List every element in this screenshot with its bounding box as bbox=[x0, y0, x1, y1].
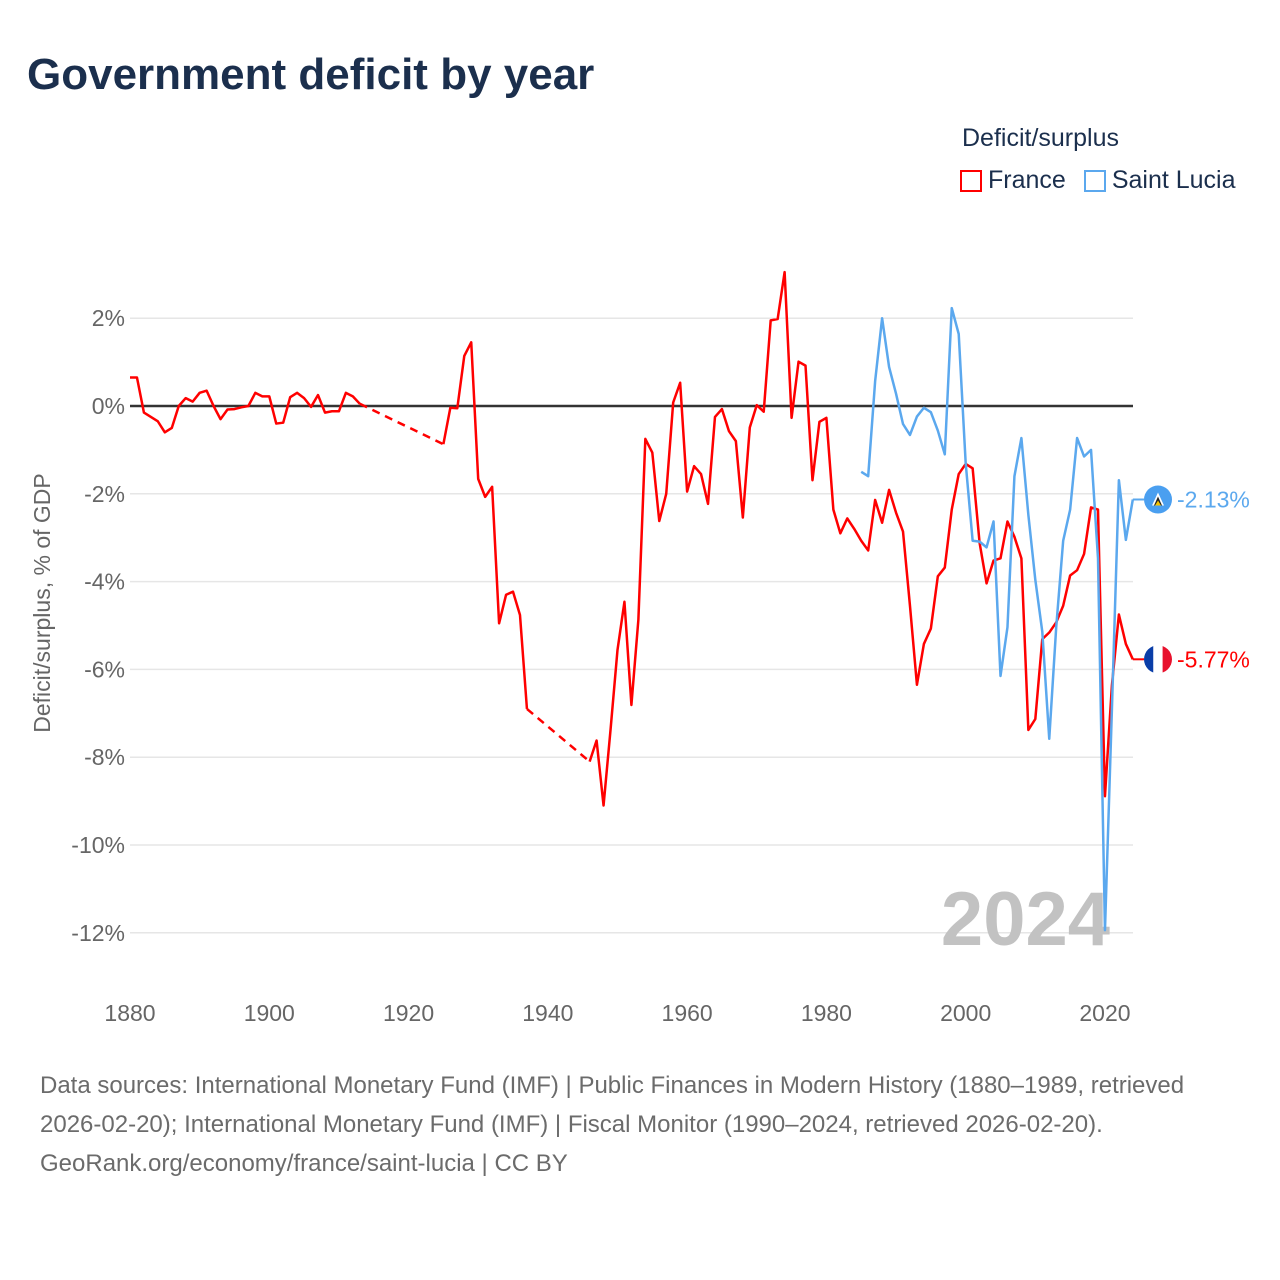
end-label-saint-lucia: -2.13% bbox=[1177, 487, 1250, 513]
y-tick-label: -2% bbox=[84, 481, 125, 507]
series-gap-france bbox=[359, 402, 444, 446]
y-tick-label: 2% bbox=[92, 305, 125, 331]
flag-triangle-gold bbox=[1155, 500, 1161, 506]
legend-label-france: France bbox=[988, 166, 1066, 194]
footer: Data sources: International Monetary Fun… bbox=[40, 1066, 1250, 1183]
x-tick-label: 1980 bbox=[801, 1000, 852, 1026]
x-tick-label: 1880 bbox=[104, 1000, 155, 1026]
legend-title: Deficit/surplus bbox=[962, 124, 1119, 152]
end-label-france: -5.77% bbox=[1177, 646, 1250, 672]
legend-swatch-france bbox=[960, 169, 982, 192]
year-watermark: 2024 bbox=[941, 877, 1110, 962]
legend-item-saint-lucia[interactable]: Saint Lucia bbox=[1083, 166, 1236, 195]
x-tick-label: 2020 bbox=[1079, 1000, 1130, 1026]
plot-area: -12% -10% -8% -6% -4% -2% 0% 2% 1880 1900 1920 1940… bbox=[29, 270, 1250, 1026]
y-tick-label: 0% bbox=[92, 393, 125, 419]
legend-swatch-saint-lucia bbox=[1083, 169, 1106, 192]
x-tick-label: 1900 bbox=[244, 1000, 295, 1026]
series-line-saint-lucia bbox=[860, 306, 1135, 932]
y-tick-label: -6% bbox=[84, 656, 125, 682]
x-tick-label: 2000 bbox=[940, 1000, 991, 1026]
data-sources: Data sources: International Monetary Fun… bbox=[40, 1072, 1185, 1138]
saint-lucia-flag-icon bbox=[1144, 485, 1172, 514]
credit-link[interactable]: GeoRank.org/economy/france/saint-lucia |… bbox=[40, 1150, 568, 1177]
legend: France Saint Lucia bbox=[960, 166, 1236, 195]
legend-item-france[interactable]: France bbox=[960, 166, 1066, 195]
x-tick-label: 1960 bbox=[662, 1000, 713, 1026]
x-tick-label: 1920 bbox=[383, 1000, 434, 1026]
flag-stripe bbox=[1144, 645, 1154, 674]
series-gap-france bbox=[526, 707, 591, 763]
series-line-france bbox=[588, 270, 1134, 807]
y-tick-label: -10% bbox=[71, 832, 125, 858]
page-title: Government deficit by year bbox=[27, 50, 595, 99]
y-axis-label: Deficit/surplus, % of GDP bbox=[29, 473, 55, 732]
legend-label-saint-lucia: Saint Lucia bbox=[1111, 166, 1236, 194]
series-line-france bbox=[130, 376, 361, 434]
y-tick-label: -4% bbox=[84, 569, 125, 595]
flag-stripe bbox=[1162, 645, 1172, 674]
y-tick-label: -8% bbox=[84, 744, 125, 770]
flag-stripe bbox=[1153, 645, 1163, 674]
x-tick-label: 1940 bbox=[522, 1000, 573, 1026]
france-flag-icon bbox=[1144, 645, 1172, 674]
y-tick-label: -12% bbox=[71, 920, 125, 946]
series-line-france bbox=[442, 341, 529, 710]
